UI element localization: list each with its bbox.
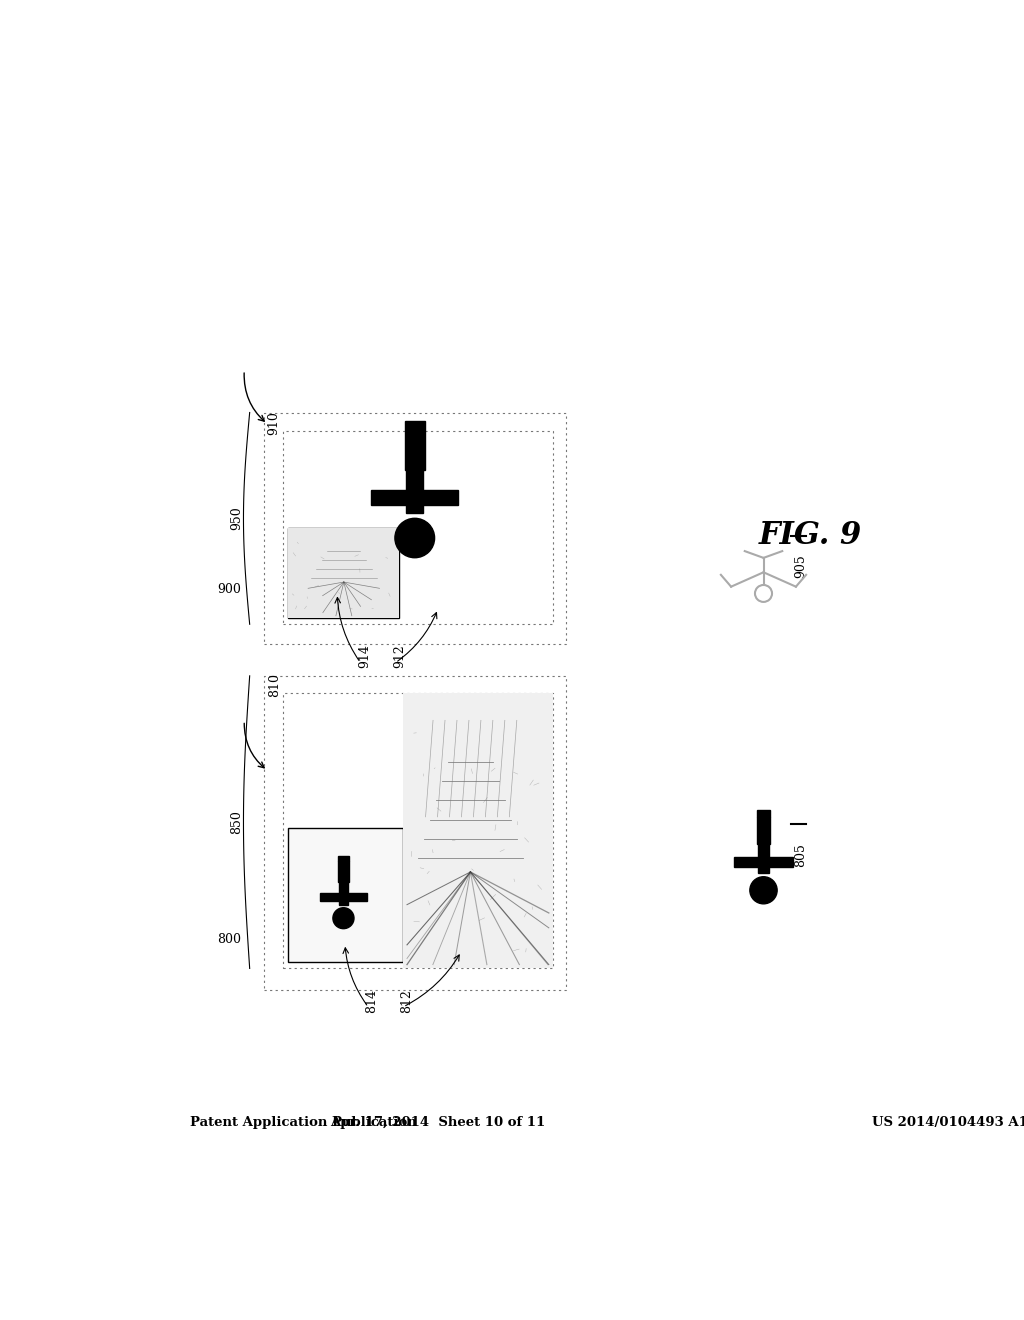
Bar bbox=[757, 817, 769, 843]
Bar bbox=[404, 430, 422, 470]
Bar bbox=[757, 810, 770, 817]
Bar bbox=[759, 817, 770, 843]
Text: 900: 900 bbox=[217, 583, 241, 597]
Bar bbox=[321, 892, 339, 900]
Text: 912: 912 bbox=[393, 644, 406, 668]
Text: 805: 805 bbox=[795, 843, 808, 867]
Text: 814: 814 bbox=[366, 989, 379, 1014]
Text: 800: 800 bbox=[217, 933, 241, 946]
Text: 910: 910 bbox=[267, 411, 281, 434]
Bar bbox=[289, 829, 403, 962]
Bar bbox=[408, 430, 425, 470]
Bar bbox=[348, 892, 367, 900]
Bar bbox=[339, 879, 348, 906]
Text: 914: 914 bbox=[357, 644, 371, 668]
Bar bbox=[289, 528, 399, 618]
Text: Patent Application Publication: Patent Application Publication bbox=[190, 1115, 417, 1129]
Bar bbox=[733, 857, 758, 867]
Bar bbox=[338, 861, 347, 882]
Circle shape bbox=[750, 876, 777, 904]
Text: 812: 812 bbox=[400, 989, 414, 1014]
Text: US 2014/0104493 A1: US 2014/0104493 A1 bbox=[872, 1115, 1024, 1129]
Circle shape bbox=[395, 519, 434, 558]
Text: Apr. 17, 2014  Sheet 10 of 11: Apr. 17, 2014 Sheet 10 of 11 bbox=[331, 1115, 546, 1129]
Bar bbox=[338, 855, 349, 861]
Bar bbox=[289, 528, 399, 618]
Text: 950: 950 bbox=[230, 507, 243, 531]
Text: 905: 905 bbox=[795, 554, 808, 578]
Bar bbox=[403, 693, 553, 969]
Bar bbox=[404, 421, 425, 430]
Bar bbox=[407, 465, 424, 513]
Text: FIG. 9: FIG. 9 bbox=[759, 520, 861, 552]
Text: 850: 850 bbox=[230, 810, 243, 834]
Circle shape bbox=[333, 908, 354, 929]
Bar bbox=[424, 490, 458, 504]
Bar bbox=[769, 857, 794, 867]
Bar bbox=[340, 861, 349, 882]
Bar bbox=[372, 490, 407, 504]
Text: 810: 810 bbox=[267, 673, 281, 697]
Bar bbox=[758, 840, 769, 874]
